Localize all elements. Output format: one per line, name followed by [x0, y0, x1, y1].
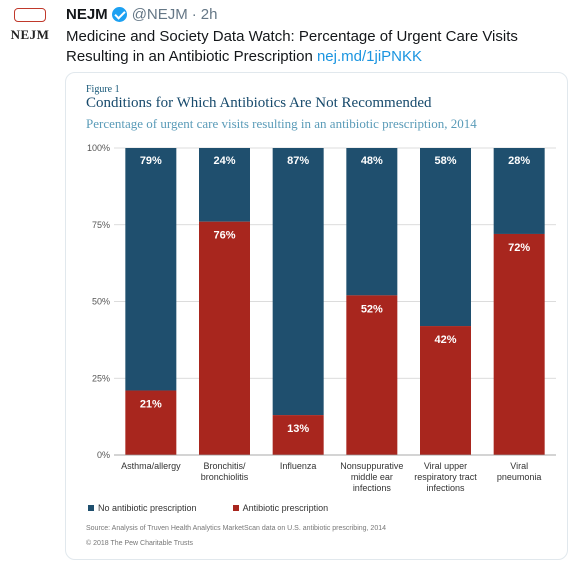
- legend-label-prescription: Antibiotic prescription: [242, 503, 329, 513]
- tweet-timestamp[interactable]: 2h: [200, 6, 218, 23]
- tweet-header: NEJM @NEJM · 2h: [66, 6, 217, 23]
- data-label-prescription: 72%: [508, 242, 530, 254]
- avatar-logo-text: NEJM: [10, 27, 50, 42]
- tweet-link[interactable]: nej.md/1jiPNKK: [316, 48, 423, 65]
- legend-label-no-prescription: No antibiotic prescription: [98, 503, 197, 513]
- bar-prescription: [125, 390, 177, 455]
- data-label-no-prescription: 28%: [508, 155, 530, 167]
- header-separator: ·: [191, 6, 197, 23]
- bar-no-prescription: [493, 148, 545, 234]
- chart-legend: No antibiotic prescription Antibiotic pr…: [88, 503, 364, 513]
- bar-prescription: [199, 221, 250, 455]
- author-name[interactable]: NEJM: [66, 6, 108, 23]
- figure-copyright: © 2018 The Pew Charitable Trusts: [86, 540, 193, 547]
- data-label-prescription: 76%: [213, 230, 235, 242]
- y-tick-label: 75%: [92, 220, 110, 230]
- x-category-label: Asthma/allergy: [121, 461, 181, 471]
- y-tick-label: 100%: [87, 143, 110, 153]
- x-category-label: Viral upper: [424, 461, 467, 471]
- nejm-seal-icon: [14, 8, 46, 22]
- legend-item-no-prescription: No antibiotic prescription: [88, 503, 197, 513]
- figure-label: Figure 1: [86, 84, 120, 95]
- legend-swatch-no-prescription: [88, 505, 94, 511]
- data-label-prescription: 42%: [434, 334, 456, 346]
- data-label-prescription: 21%: [140, 399, 162, 411]
- x-category-label: Viral: [510, 461, 528, 471]
- bar-no-prescription: [272, 148, 324, 416]
- bar-prescription: [272, 415, 324, 455]
- x-category-label: infections: [353, 483, 392, 493]
- tweet-body: Medicine and Society Data Watch: Percent…: [66, 28, 518, 65]
- data-label-no-prescription: 24%: [213, 155, 235, 167]
- legend-item-prescription: Antibiotic prescription: [232, 503, 329, 513]
- bar-prescription: [493, 233, 545, 455]
- x-category-label: pneumonia: [497, 472, 542, 482]
- stacked-bar-chart: 0% 25% 50% 75% 100% 79% 21% Asthma/allergy 24% 76…: [87, 143, 556, 493]
- bar-no-prescription: [125, 148, 177, 391]
- x-category-label: middle ear: [351, 472, 393, 482]
- chart-title: Conditions for Which Antibiotics Are Not…: [86, 95, 432, 111]
- bar-no-prescription: [346, 148, 398, 296]
- y-tick-label: 50%: [92, 297, 110, 307]
- chart-card[interactable]: Figure 1 Conditions for Which Antibiotic…: [65, 72, 568, 560]
- x-category-label: respiratory tract: [414, 472, 477, 482]
- data-label-prescription: 52%: [361, 303, 383, 315]
- data-label-no-prescription: 79%: [140, 155, 162, 167]
- legend-swatch-prescription: [232, 505, 239, 511]
- chart-subtitle: Percentage of urgent care visits resulti…: [86, 116, 477, 131]
- bar-no-prescription: [199, 148, 250, 222]
- data-label-no-prescription: 48%: [361, 155, 383, 167]
- data-label-no-prescription: 58%: [434, 155, 456, 167]
- data-label-no-prescription: 87%: [287, 155, 309, 167]
- data-label-prescription: 13%: [287, 423, 309, 435]
- x-category-label: Nonsuppurative: [340, 461, 403, 471]
- figure-source: Source: Analysis of Truven Health Analyt…: [86, 525, 386, 532]
- bar-prescription: [346, 295, 398, 455]
- x-category-label: infections: [426, 483, 465, 493]
- tweet-text: Medicine and Society Data Watch: Percent…: [66, 27, 566, 67]
- bar-no-prescription: [420, 148, 471, 327]
- bar-prescription: [420, 326, 471, 455]
- x-category-label: Influenza: [280, 461, 317, 471]
- nejm-avatar[interactable]: NEJM: [6, 4, 54, 52]
- verified-badge-icon: [111, 7, 127, 22]
- x-category-label: Bronchitis/: [203, 461, 246, 471]
- x-category-label: bronchiolitis: [201, 472, 249, 482]
- y-tick-label: 0%: [97, 450, 110, 460]
- y-tick-label: 25%: [92, 373, 110, 383]
- author-handle[interactable]: @NEJM: [131, 6, 188, 23]
